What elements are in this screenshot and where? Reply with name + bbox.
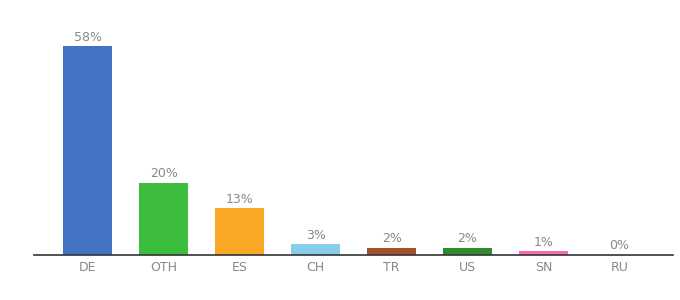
Text: 3%: 3% — [306, 229, 326, 242]
Bar — [139, 183, 188, 255]
Text: 13%: 13% — [226, 193, 254, 206]
Bar — [63, 46, 112, 255]
Text: 20%: 20% — [150, 167, 177, 181]
Bar — [443, 248, 492, 255]
Text: 1%: 1% — [534, 236, 554, 249]
Bar — [367, 248, 416, 255]
Text: 0%: 0% — [609, 239, 630, 253]
Text: 2%: 2% — [458, 232, 477, 245]
Bar — [519, 251, 568, 255]
Bar — [215, 208, 265, 255]
Bar — [291, 244, 340, 255]
Text: 2%: 2% — [381, 232, 401, 245]
Text: 58%: 58% — [73, 31, 102, 44]
